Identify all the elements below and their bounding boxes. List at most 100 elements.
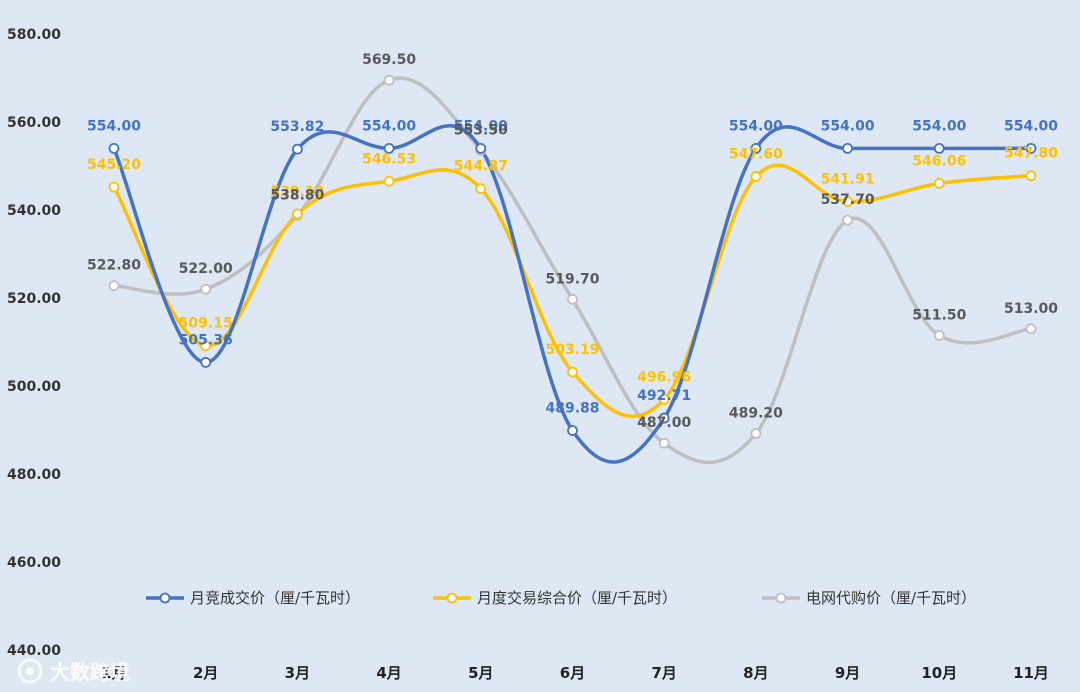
data-label: 554.00 <box>362 118 416 134</box>
data-point[interactable] <box>842 142 853 154</box>
data-point[interactable] <box>658 393 670 405</box>
legend[interactable]: 月竞成交价（厘/千瓦时） 月度交易综合价（厘/千瓦时） 电网代购价（厘/千瓦时） <box>146 589 976 607</box>
data-label: 554.00 <box>87 118 141 134</box>
data-point[interactable] <box>1025 142 1037 154</box>
data-label: 554.00 <box>821 118 875 134</box>
legend-marker <box>775 592 787 604</box>
data-label: 489.20 <box>729 406 783 422</box>
data-label: 519.70 <box>545 271 599 287</box>
data-label: 553.50 <box>454 123 508 139</box>
y-tick-label: 560.00 <box>7 115 61 131</box>
data-label: 522.00 <box>179 261 233 277</box>
data-label: 547.80 <box>1004 146 1058 162</box>
watermark: 大数跨境 <box>17 658 130 684</box>
data-point[interactable] <box>108 142 120 154</box>
data-point[interactable] <box>933 329 945 341</box>
x-tick-label: 4月 <box>376 664 401 682</box>
data-label: 489.88 <box>545 401 599 417</box>
data-point[interactable] <box>933 177 945 189</box>
series-line-0 <box>112 124 1033 464</box>
data-point[interactable] <box>475 183 487 194</box>
x-tick-label: 3月 <box>285 664 310 682</box>
data-label: 505.36 <box>179 332 233 348</box>
data-label: 539.12 <box>270 184 324 200</box>
data-point[interactable] <box>842 214 853 226</box>
data-point[interactable] <box>200 283 212 295</box>
data-point[interactable] <box>200 357 212 368</box>
y-tick-label: 500.00 <box>7 379 61 395</box>
legend-label: 电网代购价（厘/千瓦时） <box>806 589 976 607</box>
data-label: 569.50 <box>362 52 416 68</box>
y-tick-label: 480.00 <box>7 467 61 483</box>
y-tick-label: 520.00 <box>7 291 61 307</box>
y-axis: 440.00 460.00 480.00 500.00 520.00 540.00 560.… <box>7 27 61 659</box>
x-tick-label: 6月 <box>560 664 585 682</box>
x-tick-label: 2月 <box>193 664 218 682</box>
data-point[interactable] <box>108 280 120 292</box>
logo-icon <box>17 658 43 684</box>
data-label: 538.80 <box>270 187 324 203</box>
data-label: 503.19 <box>545 342 599 358</box>
data-label: 511.50 <box>912 307 966 323</box>
data-point[interactable] <box>383 175 395 187</box>
y-tick-label: 540.00 <box>7 203 61 219</box>
data-labels: 554.00 505.36 553.82 554.00 554.00 489.88 492.… <box>87 52 1058 431</box>
data-point[interactable] <box>567 293 578 305</box>
data-label: 496.96 <box>637 369 691 385</box>
data-label: 513.00 <box>1004 301 1058 317</box>
data-point[interactable] <box>750 428 762 439</box>
x-axis: 1月 2月 3月 4月 5月 6月 7月 8月 9月 10月 11月 <box>101 664 1049 682</box>
data-label: 541.91 <box>821 172 875 188</box>
data-point[interactable] <box>200 340 212 352</box>
x-tick-label: 5月 <box>468 664 493 682</box>
data-label: 509.15 <box>179 316 233 332</box>
data-point[interactable] <box>658 412 670 424</box>
data-label: 547.60 <box>729 147 783 163</box>
legend-label: 月度交易综合价（厘/千瓦时） <box>477 589 677 607</box>
data-label: 487.00 <box>637 415 691 431</box>
data-label: 553.82 <box>270 119 324 135</box>
data-point[interactable] <box>291 208 303 220</box>
legend-marker <box>159 592 171 604</box>
series-points <box>108 74 1037 449</box>
data-point[interactable] <box>933 142 945 154</box>
x-tick-label: 8月 <box>743 664 768 682</box>
data-label: 554.00 <box>912 118 966 134</box>
legend-item-2[interactable]: 电网代购价（厘/千瓦时） <box>762 589 976 607</box>
data-label: 546.53 <box>362 151 416 167</box>
legend-item-0[interactable]: 月竞成交价（厘/千瓦时） <box>146 589 360 607</box>
data-label: 545.20 <box>87 157 141 173</box>
data-point[interactable] <box>1025 170 1037 182</box>
x-tick-label: 1月 <box>101 664 126 682</box>
legend-marker <box>446 592 458 604</box>
data-label: 544.87 <box>454 159 508 175</box>
watermark-text: 大数跨境 <box>50 660 130 684</box>
data-point[interactable] <box>291 143 303 155</box>
data-point[interactable] <box>750 171 762 182</box>
data-label: 554.00 <box>454 118 508 134</box>
data-point[interactable] <box>750 142 762 154</box>
y-tick-label: 580.00 <box>7 27 61 43</box>
x-tick-label: 10月 <box>921 664 957 682</box>
series-line-1 <box>112 163 1033 419</box>
data-point[interactable] <box>567 425 578 436</box>
y-tick-label: 440.00 <box>7 643 61 659</box>
data-point[interactable] <box>475 142 487 154</box>
data-point[interactable] <box>383 74 395 86</box>
data-point[interactable] <box>842 196 853 207</box>
data-label: 522.80 <box>87 258 141 274</box>
x-tick-label: 11月 <box>1013 664 1049 682</box>
y-tick-label: 460.00 <box>7 555 61 571</box>
data-point[interactable] <box>658 437 670 449</box>
data-point[interactable] <box>567 366 578 378</box>
data-label: 537.70 <box>821 192 875 208</box>
data-label: 554.00 <box>1004 118 1058 134</box>
data-point[interactable] <box>1025 323 1037 335</box>
legend-item-1[interactable]: 月度交易综合价（厘/千瓦时） <box>433 589 677 607</box>
data-point[interactable] <box>383 142 395 154</box>
legend-label: 月竞成交价（厘/千瓦时） <box>190 589 360 607</box>
data-point[interactable] <box>108 181 120 193</box>
data-label: 554.00 <box>729 118 783 134</box>
data-label: 546.06 <box>912 153 966 169</box>
